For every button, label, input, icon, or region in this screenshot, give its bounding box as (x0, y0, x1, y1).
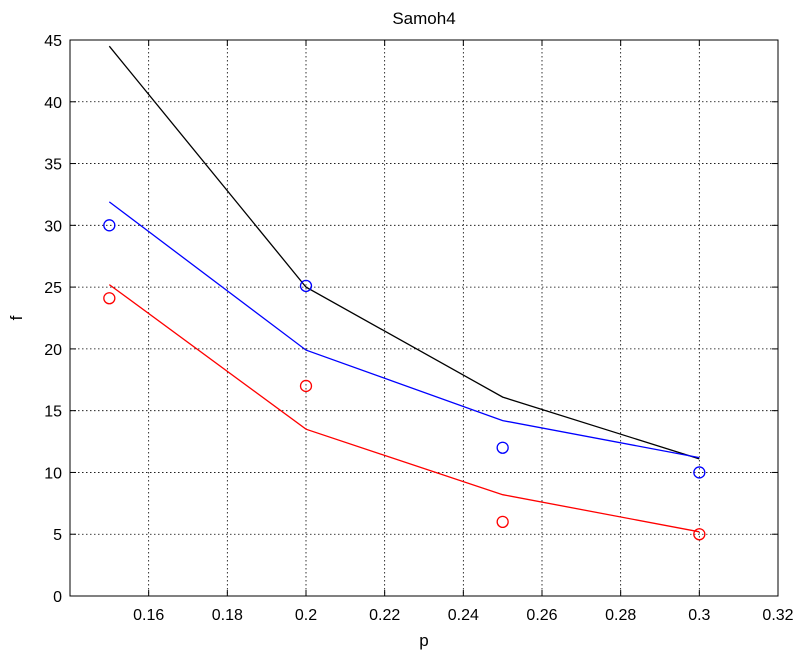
x-axis-label: p (419, 631, 428, 650)
grid-lines (70, 39, 779, 597)
y-tick-label: 5 (53, 527, 62, 544)
plot-series (108, 45, 700, 533)
x-tick-label: 0.24 (448, 607, 479, 624)
chart-title: Samoh4 (392, 9, 455, 28)
y-tick-label: 0 (53, 589, 62, 606)
y-tick-label: 35 (44, 157, 62, 174)
x-tick-label: 0.2 (295, 607, 317, 624)
y-tick-label: 15 (44, 404, 62, 421)
x-tick-label: 0.28 (605, 607, 636, 624)
x-tick-label: 0.26 (526, 607, 557, 624)
series-line-2 (108, 201, 700, 459)
marker-point-1 (693, 466, 706, 479)
x-tick-label: 0.22 (369, 607, 400, 624)
x-tick-label: 0.3 (688, 607, 710, 624)
plot-markers (103, 219, 706, 541)
y-axis-label: f (7, 315, 26, 320)
plot-frame (69, 39, 779, 597)
y-tick-label: 30 (44, 218, 62, 235)
y-tick-label: 25 (44, 280, 62, 297)
y-tick-label: 40 (44, 95, 62, 112)
marker-point-1 (496, 441, 509, 454)
y-axis-ticks: 0 5 10 15 20 25 30 35 40 45 (44, 33, 778, 606)
x-tick-label: 0.16 (133, 607, 164, 624)
marker-point-1 (299, 279, 313, 293)
y-tick-label: 10 (44, 465, 62, 482)
x-tick-label: 0.32 (762, 607, 793, 624)
y-tick-label: 45 (44, 33, 62, 50)
y-tick-label: 20 (44, 342, 62, 359)
marker-point-1 (103, 219, 116, 232)
x-axis-ticks: 0.16 0.18 0.2 0.22 0.24 0.26 0.28 0.3 0.32 (133, 40, 794, 624)
marker-point-2 (693, 528, 706, 541)
x-tick-label: 0.18 (212, 607, 243, 624)
series-line-1 (108, 45, 700, 460)
series-line-3 (108, 284, 700, 533)
marker-point-2 (299, 379, 313, 393)
marker-point-2 (103, 292, 116, 305)
marker-point-2 (496, 515, 509, 529)
